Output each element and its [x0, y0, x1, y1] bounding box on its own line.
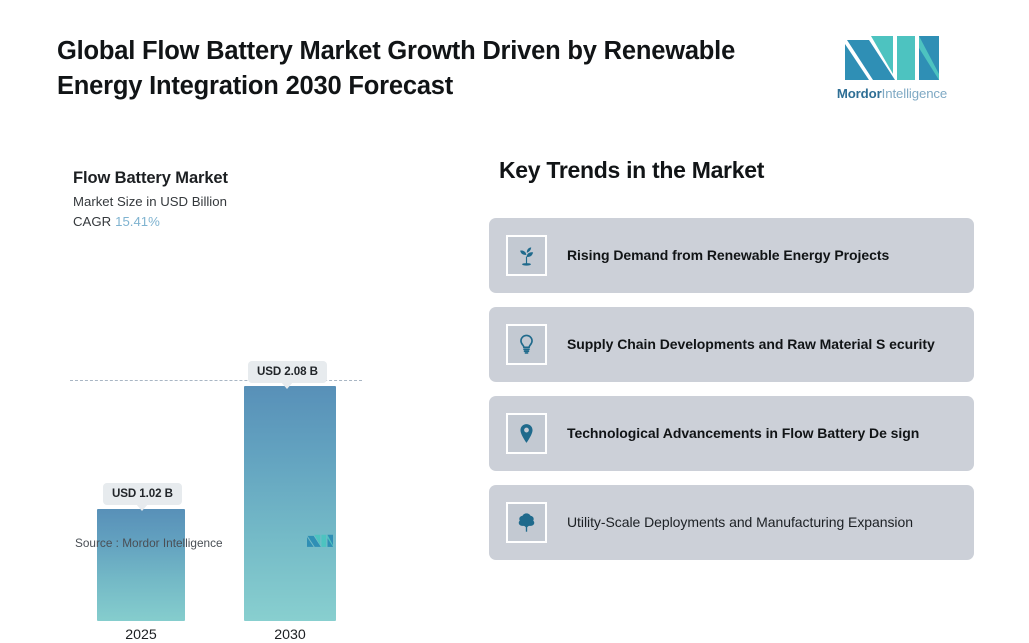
chart-cagr: CAGR 15.41% [73, 214, 160, 229]
map-pin-icon-box [506, 413, 547, 454]
chart-title: Flow Battery Market [73, 169, 228, 187]
trends-heading: Key Trends in the Market [499, 157, 765, 183]
bar-chart-plot: USD 1.02 B USD 2.08 B 2025 2030 [0, 124, 470, 643]
trend-card-label: Technological Advancements in Flow Batte… [567, 424, 920, 441]
cagr-value: 15.41% [115, 214, 160, 229]
chart-source: Source : Mordor Intelligence [75, 536, 223, 550]
chart-panel: Flow Battery Market Market Size in USD B… [0, 124, 470, 643]
x-axis-label-2030: 2030 [274, 627, 306, 643]
trend-card[interactable]: Utility-Scale Deployments and Manufactur… [489, 485, 974, 560]
trend-card[interactable]: Rising Demand from Renewable Energy Proj… [489, 218, 974, 293]
tree-icon-box [506, 502, 547, 543]
tree-icon [518, 513, 535, 532]
mordor-intelligence-mark-icon [845, 36, 939, 80]
value-label-2030: USD 2.08 B [248, 361, 327, 389]
trend-card[interactable]: Technological Advancements in Flow Batte… [489, 396, 974, 471]
brand-word-intelligence: Intelligence [881, 86, 948, 101]
trend-card-label: Supply Chain Developments and Raw Materi… [567, 335, 935, 352]
bar-2025[interactable] [97, 509, 185, 621]
brand-wordmark: MordorIntelligence [828, 86, 956, 101]
key-trends-panel: Key Trends in the Market Rising Demand f… [470, 124, 1029, 588]
lightbulb-icon-box [506, 324, 547, 365]
brand-logo: MordorIntelligence [828, 30, 956, 106]
source-logo-icon [307, 534, 333, 547]
plant-icon [520, 247, 534, 266]
plant-icon-box [506, 235, 547, 276]
cagr-label: CAGR [73, 214, 112, 229]
trend-card[interactable]: Supply Chain Developments and Raw Materi… [489, 307, 974, 382]
lightbulb-icon [520, 334, 533, 354]
header: Global Flow Battery Market Growth Driven… [0, 0, 1029, 124]
reference-dashed-line [70, 380, 362, 381]
x-axis-label-2025: 2025 [125, 627, 157, 643]
chart-subtitle: Market Size in USD Billion [73, 194, 227, 209]
value-label-2025: USD 1.02 B [103, 483, 182, 511]
map-pin-icon [520, 424, 533, 443]
trend-card-label: Utility-Scale Deployments and Manufactur… [567, 513, 913, 530]
page-title: Global Flow Battery Market Growth Driven… [57, 37, 736, 101]
bar-2030[interactable] [244, 386, 336, 621]
brand-word-mordor: Mordor [836, 86, 882, 101]
trend-card-label: Rising Demand from Renewable Energy Proj… [567, 246, 890, 263]
